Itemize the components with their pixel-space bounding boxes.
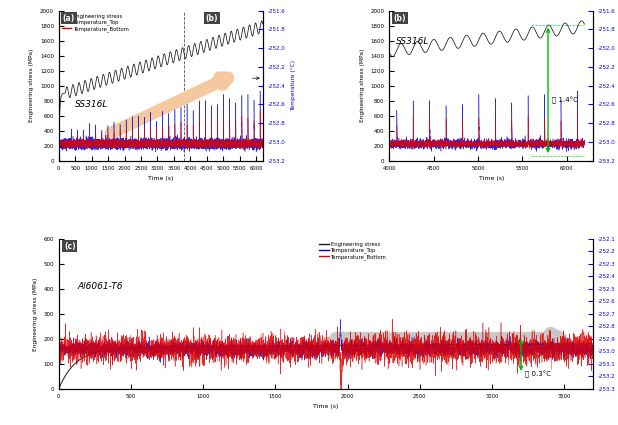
Y-axis label: Engineering stress (MPa): Engineering stress (MPa) (29, 49, 34, 122)
X-axis label: Time (s): Time (s) (148, 176, 174, 181)
Text: (c): (c) (64, 242, 75, 251)
Text: Al6061-T6: Al6061-T6 (77, 282, 123, 291)
Text: 약 1.4°C: 약 1.4°C (552, 96, 577, 104)
Text: SS316L: SS316L (75, 100, 109, 110)
Legend: Engineering stress, Temperature_Top, Temperature_Bottom: Engineering stress, Temperature_Top, Tem… (61, 13, 130, 32)
X-axis label: Time (s): Time (s) (313, 404, 339, 409)
Y-axis label: Engineering stress (MPa): Engineering stress (MPa) (360, 49, 365, 122)
Text: (b): (b) (393, 14, 406, 23)
Text: 약 0.3°C: 약 0.3°C (525, 371, 551, 378)
Text: (a): (a) (63, 14, 75, 23)
Legend: Engineering stress, Temperature_Top, Temperature_Bottom: Engineering stress, Temperature_Top, Tem… (319, 241, 387, 261)
Y-axis label: Engineering stress (MPa): Engineering stress (MPa) (33, 277, 38, 351)
X-axis label: Time (s): Time (s) (478, 176, 504, 181)
Text: (b): (b) (206, 14, 218, 23)
Y-axis label: Temperature (°C): Temperature (°C) (291, 60, 296, 111)
Text: SS316L: SS316L (396, 37, 430, 46)
